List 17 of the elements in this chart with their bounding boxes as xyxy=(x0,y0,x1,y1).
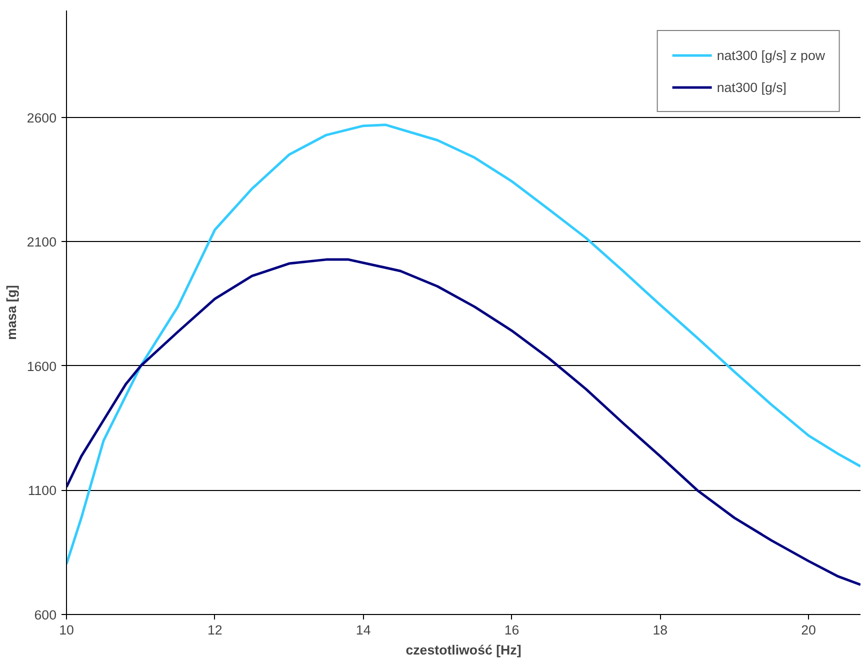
y-tick-label: 1100 xyxy=(28,483,57,498)
legend-label: nat300 [g/s] z pow xyxy=(716,48,825,62)
y-tick-label: 2100 xyxy=(26,234,57,250)
x-tick-label: 12 xyxy=(208,622,222,638)
x-tick-label: 14 xyxy=(356,622,372,638)
line-series xyxy=(66,124,860,566)
legend-label: nat300 [g/s] xyxy=(716,80,786,94)
x-tick-label: 10 xyxy=(59,622,74,638)
y-tick-label: 1600 xyxy=(26,358,57,374)
y-axis-title: masa [g] xyxy=(4,285,19,340)
x-tick-label: 20 xyxy=(801,622,816,638)
line-series xyxy=(66,258,860,586)
x-tick-label: 16 xyxy=(504,622,520,638)
y-tick-label: 2600 xyxy=(26,110,57,126)
x-axis-title: czestotliwość [Hz] xyxy=(406,642,522,658)
y-tick-label: 600 xyxy=(34,608,57,622)
x-tick-label: 18 xyxy=(652,622,668,638)
